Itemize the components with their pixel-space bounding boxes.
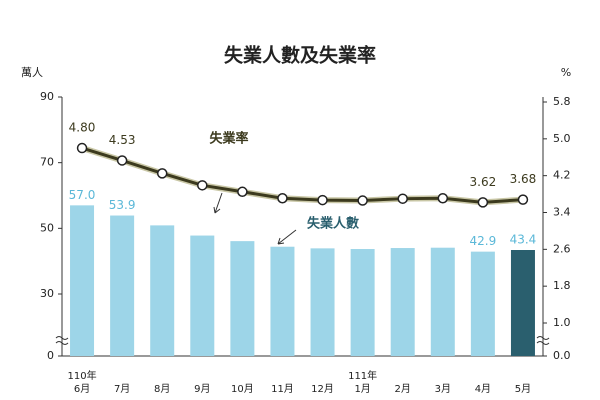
x-tick-label: 4月 xyxy=(475,383,491,395)
x-tick-label: 2月 xyxy=(395,383,411,395)
x-tick-label: 7月 xyxy=(114,383,130,395)
x-tick-label: 9月 xyxy=(194,383,210,395)
marker xyxy=(156,168,168,179)
marker xyxy=(197,180,208,191)
y-tick-label: 90 xyxy=(40,90,54,103)
marker xyxy=(237,186,248,198)
y-tick-label: 70 xyxy=(40,156,54,169)
x-tick-label: 5月 xyxy=(515,383,531,395)
y2-axis-unit: % xyxy=(561,66,571,79)
line-halo xyxy=(81,145,524,206)
y-tick-label: 50 xyxy=(40,221,54,234)
y2-tick-label: 3.4 xyxy=(553,206,571,219)
bar xyxy=(110,215,135,356)
marker xyxy=(397,193,408,204)
bar xyxy=(310,248,335,356)
x-tick-label: 10月 xyxy=(231,383,254,395)
chart-title: 失業人數及失業率 xyxy=(224,44,376,67)
bar xyxy=(70,205,95,356)
y2-tick-label: 0.0 xyxy=(553,349,571,362)
value-label: 43.4 xyxy=(510,233,537,247)
y-tick-label: 30 xyxy=(40,287,54,300)
bar xyxy=(150,225,175,356)
axis-break xyxy=(536,336,550,345)
marker xyxy=(277,192,288,204)
marker xyxy=(76,142,88,154)
y2-tick-label: 4.2 xyxy=(553,169,571,182)
bar xyxy=(190,235,215,356)
y2-tick-label: 5.8 xyxy=(553,95,571,108)
marker xyxy=(317,194,328,206)
x-tick-label: 12月 xyxy=(311,383,334,395)
marker xyxy=(517,194,529,205)
line xyxy=(81,146,524,204)
value-label: 42.9 xyxy=(470,234,497,248)
marker xyxy=(477,197,489,208)
x-tick-label: 111年 1月 xyxy=(348,369,377,395)
value-label: 3.68 xyxy=(510,172,537,186)
marker xyxy=(357,195,368,206)
y2-tick-label: 1.0 xyxy=(553,316,571,329)
y2-tick-label: 5.0 xyxy=(553,132,571,145)
bar xyxy=(270,246,295,356)
x-tick-label: 8月 xyxy=(154,383,170,395)
bar xyxy=(390,248,415,356)
y2-tick-label: 2.6 xyxy=(553,242,571,255)
x-tick-label: 3月 xyxy=(435,383,451,395)
x-tick-label: 11月 xyxy=(271,383,294,395)
bar xyxy=(350,249,375,356)
bar xyxy=(230,241,255,356)
y-axis-unit: 萬人 xyxy=(21,66,43,79)
bar xyxy=(430,247,455,356)
bar xyxy=(510,250,535,356)
value-label: 4.80 xyxy=(69,121,96,135)
value-label: 4.53 xyxy=(109,133,136,147)
y-tick-label: 0 xyxy=(47,349,54,362)
x-tick-label: 110年 6月 xyxy=(67,369,96,395)
value-label: 57.0 xyxy=(69,188,96,202)
y2-tick-label: 1.8 xyxy=(553,279,571,292)
marker xyxy=(116,155,128,166)
annotation: 失業率 xyxy=(209,131,248,147)
value-label: 53.9 xyxy=(109,198,136,212)
annotation-arrow xyxy=(277,229,297,245)
marker xyxy=(437,192,449,204)
axis-break xyxy=(55,336,69,345)
value-label: 3.62 xyxy=(470,175,497,189)
annotation-arrow xyxy=(213,192,223,214)
annotation: 失業人數 xyxy=(307,216,359,232)
bar xyxy=(470,251,495,356)
